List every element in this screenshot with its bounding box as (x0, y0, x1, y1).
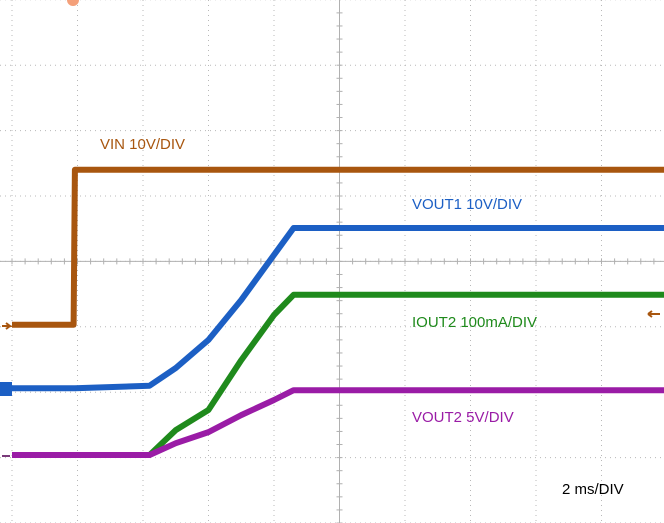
trace (12, 225, 664, 392)
legend-label: VIN 10V/DIV (100, 136, 185, 153)
legend-label: VOUT1 10V/DIV (412, 196, 522, 213)
legend-label: VOUT2 5V/DIV (412, 409, 514, 426)
trace (12, 166, 664, 328)
legend-label: IOUT2 100mA/DIV (412, 314, 537, 331)
vout1-ground-marker (0, 382, 12, 396)
trace (12, 387, 664, 458)
time-scale-label: 2 ms/DIV (562, 481, 624, 498)
traces (12, 166, 664, 458)
vin-ground-marker (2, 322, 13, 330)
trigger-marker (67, 0, 79, 6)
trigger-level-marker (647, 310, 660, 318)
